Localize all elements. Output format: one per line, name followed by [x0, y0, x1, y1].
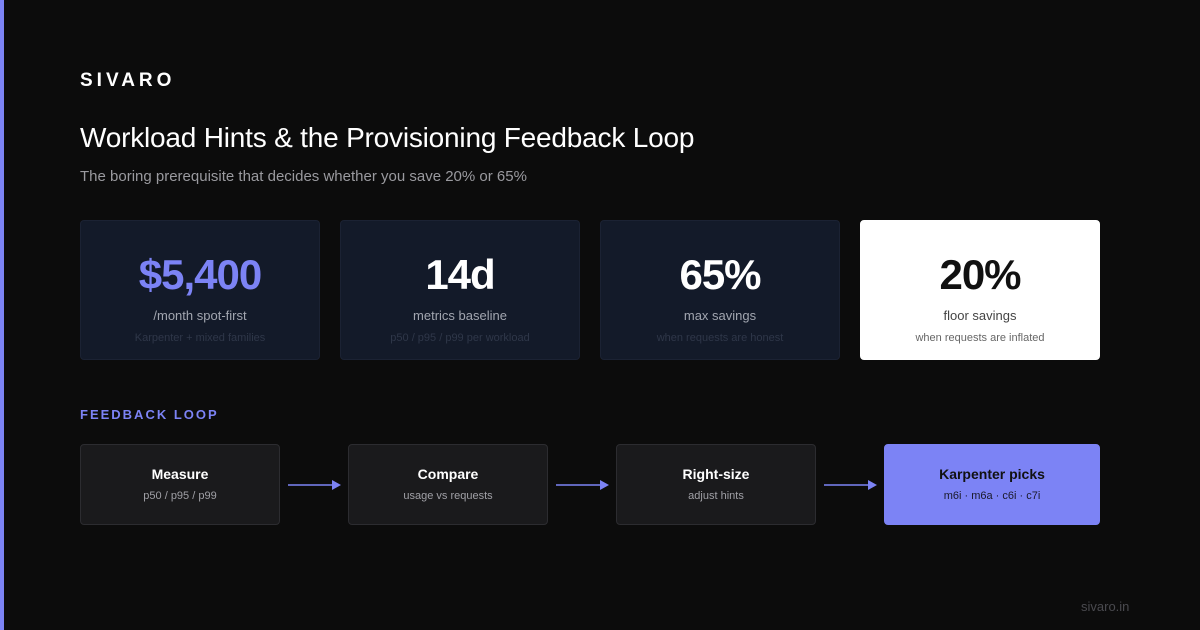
stat-note: when requests are inflated	[915, 332, 1045, 344]
section-label-feedback-loop: FEEDBACK LOOP	[80, 407, 219, 422]
loop-step-right-size: Right-size adjust hints	[616, 444, 816, 525]
arrow-right-icon	[288, 480, 341, 490]
stat-note: Karpenter + mixed families	[134, 332, 266, 344]
stat-label: metrics baseline	[413, 308, 507, 323]
arrow-right-icon	[824, 480, 877, 490]
loop-step-karpenter-picks: Karpenter picks m6i · m6a · c6i · c7i	[884, 444, 1100, 525]
stat-card-max-savings: 65% max savings when requests are honest	[600, 220, 840, 360]
step-title: Karpenter picks	[939, 466, 1045, 482]
step-subtitle: usage vs requests	[403, 490, 493, 502]
footer-url: sivaro.in	[1081, 599, 1130, 614]
stat-value: $5,400	[138, 251, 262, 298]
step-subtitle: m6i · m6a · c6i · c7i	[943, 490, 1041, 502]
stat-label: /month spot-first	[153, 308, 247, 323]
stat-value: 65%	[679, 251, 761, 298]
step-title: Compare	[417, 466, 479, 482]
stat-card-baseline: 14d metrics baseline p50 / p95 / p99 per…	[340, 220, 580, 360]
feedback-loop: Measure p50 / p95 / p99 Compare usage vs…	[80, 444, 1100, 526]
step-title: Measure	[151, 466, 209, 482]
stat-card-cost: $5,400 /month spot-first Karpenter + mix…	[80, 220, 320, 360]
step-subtitle: adjust hints	[688, 490, 744, 502]
page-title: Workload Hints & the Provisioning Feedba…	[80, 122, 695, 153]
stat-label: floor savings	[943, 308, 1017, 323]
step-title: Right-size	[682, 466, 750, 482]
page-subtitle: The boring prerequisite that decides whe…	[80, 168, 527, 185]
brand-logo: SIVARO	[80, 70, 176, 91]
stat-note: p50 / p95 / p99 per workload	[390, 332, 530, 344]
stat-value: 20%	[939, 251, 1021, 298]
stat-value: 14d	[425, 251, 495, 298]
loop-step-compare: Compare usage vs requests	[348, 444, 548, 525]
stat-card-floor-savings: 20% floor savings when requests are infl…	[860, 220, 1100, 360]
loop-step-measure: Measure p50 / p95 / p99	[80, 444, 280, 525]
arrow-right-icon	[556, 480, 609, 490]
stat-note: when requests are honest	[656, 332, 784, 344]
stat-label: max savings	[683, 308, 757, 323]
stat-row: $5,400 /month spot-first Karpenter + mix…	[80, 220, 1100, 360]
step-subtitle: p50 / p95 / p99	[143, 490, 217, 502]
accent-bar	[0, 0, 4, 630]
